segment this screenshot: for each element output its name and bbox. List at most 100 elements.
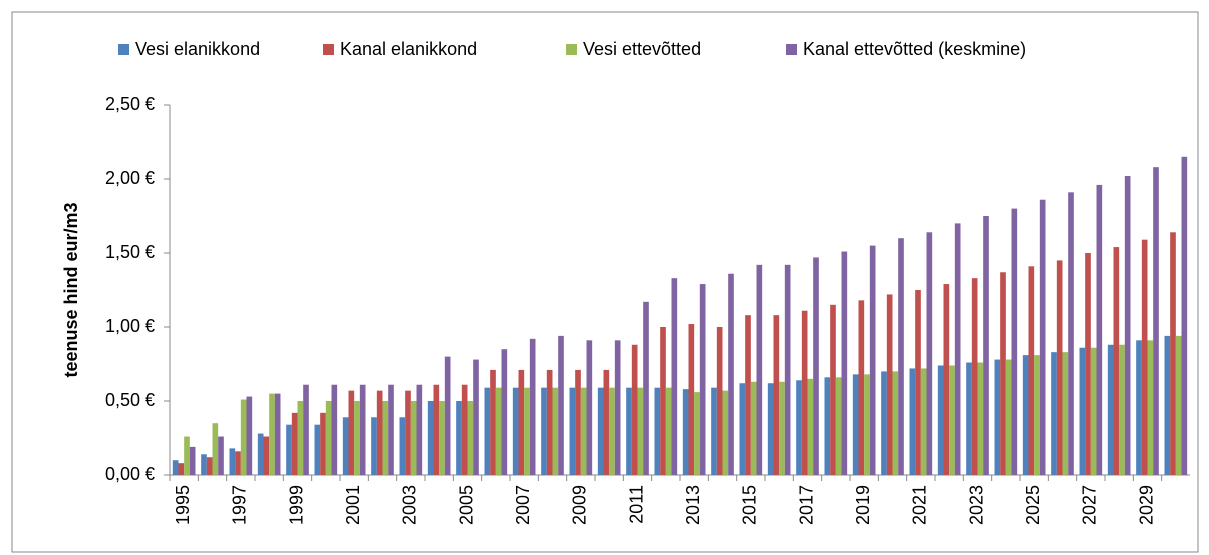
bar [773, 315, 780, 475]
x-tick-label: 2015 [740, 485, 760, 525]
bar [552, 387, 559, 475]
bar [1056, 260, 1063, 475]
bar [348, 390, 355, 475]
bar [410, 401, 417, 475]
x-tick-label: 2003 [400, 485, 420, 525]
bar [1079, 347, 1086, 475]
bar [484, 387, 491, 475]
bar [643, 301, 649, 475]
bar [246, 396, 253, 475]
bar [274, 393, 281, 475]
legend-swatch [323, 44, 334, 55]
bar [892, 371, 899, 475]
x-tick-label: 1997 [230, 485, 250, 525]
bar [603, 369, 610, 475]
bar [971, 278, 978, 475]
bar [665, 387, 672, 475]
bar [1170, 232, 1176, 475]
x-tick-label: 2009 [570, 485, 590, 525]
x-tick-label: 2001 [343, 485, 363, 525]
bar [750, 381, 757, 475]
bar [1011, 208, 1018, 475]
bar [1039, 199, 1046, 475]
bar [371, 417, 377, 475]
bar [807, 378, 814, 475]
bar [1147, 340, 1154, 475]
bar [779, 381, 785, 475]
bar [1068, 192, 1074, 475]
y-tick-label: 2,50 € [105, 94, 155, 114]
x-tick-label: 2019 [853, 485, 873, 525]
bar [1164, 335, 1171, 475]
bar [342, 417, 349, 475]
bar [291, 412, 298, 475]
bar [835, 377, 842, 475]
bar [1022, 355, 1029, 475]
bar [206, 457, 213, 475]
x-tick-label: 2013 [683, 485, 703, 525]
bar [660, 327, 666, 475]
bar [229, 448, 236, 475]
bar [784, 264, 791, 475]
bar [354, 401, 360, 475]
bar [688, 324, 695, 475]
y-tick-label: 2,00 € [105, 168, 155, 188]
bar [201, 454, 207, 475]
y-tick-label: 0,50 € [105, 390, 155, 410]
bar [184, 436, 190, 475]
bar [949, 365, 955, 475]
bar [1062, 352, 1069, 475]
bar [898, 238, 904, 475]
x-tick-label: 2011 [626, 485, 646, 524]
bar [796, 380, 802, 475]
bar [631, 344, 638, 475]
bar [1000, 272, 1006, 475]
bar [864, 374, 870, 475]
bar [682, 389, 689, 475]
bar [303, 384, 309, 475]
bar [473, 359, 479, 475]
bar [716, 327, 723, 475]
bar [722, 390, 729, 475]
bar [427, 401, 434, 475]
bar [728, 273, 734, 475]
bar [852, 374, 859, 475]
bar [954, 223, 961, 475]
bar [1141, 239, 1148, 475]
x-tick-label: 2021 [910, 485, 930, 525]
bar [1153, 167, 1159, 475]
bar [1005, 359, 1012, 475]
bar [297, 401, 304, 475]
bar [399, 417, 406, 475]
bar [269, 393, 275, 475]
bar [1181, 156, 1188, 476]
bar [433, 384, 440, 475]
x-tick-label: 2023 [966, 485, 986, 525]
bar [1107, 344, 1114, 475]
bar [325, 401, 332, 475]
y-tick-label: 0,00 € [105, 464, 155, 484]
bar [1034, 355, 1040, 475]
bar [920, 368, 927, 475]
bar [178, 463, 185, 475]
bar [767, 383, 774, 475]
bar [597, 387, 604, 475]
bar [439, 401, 445, 475]
bar [654, 387, 661, 475]
bar [263, 436, 270, 475]
bar [580, 387, 587, 475]
bar [240, 399, 247, 475]
bar [886, 294, 893, 475]
legend-label: Vesi elanikkond [135, 39, 260, 59]
bar [189, 446, 196, 475]
bar [286, 424, 292, 475]
bar [813, 257, 819, 475]
bar [745, 315, 751, 475]
bar [1096, 184, 1103, 476]
bar [943, 284, 950, 475]
legend-label: Vesi ettevõtted [583, 39, 701, 59]
bar [694, 392, 700, 475]
bar [541, 387, 547, 475]
bar [461, 384, 468, 475]
